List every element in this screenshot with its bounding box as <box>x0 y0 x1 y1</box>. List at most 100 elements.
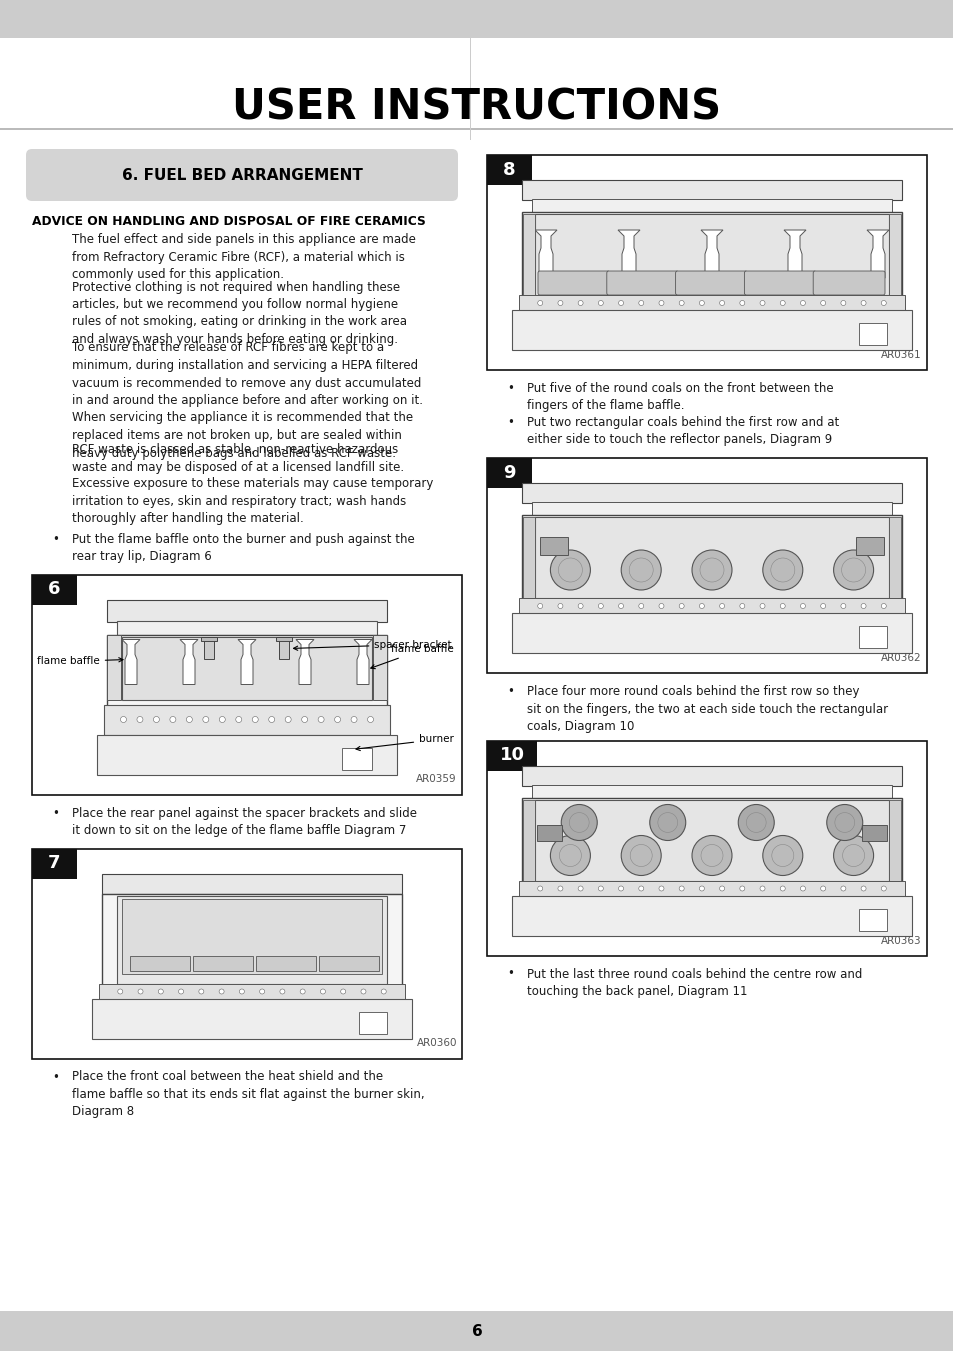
Circle shape <box>279 989 285 994</box>
Text: •: • <box>52 807 59 820</box>
Bar <box>858 908 886 931</box>
Text: The fuel effect and side panels in this appliance are made
from Refractory Ceram: The fuel effect and side panels in this … <box>71 232 416 281</box>
Bar <box>518 881 904 896</box>
Circle shape <box>691 550 731 590</box>
Bar <box>512 613 911 653</box>
Bar <box>0 0 953 38</box>
Text: Protective clothing is not required when handling these
articles, but we recomme: Protective clothing is not required when… <box>71 281 407 346</box>
Circle shape <box>820 604 824 608</box>
Polygon shape <box>700 230 722 278</box>
Circle shape <box>235 716 241 723</box>
Bar <box>97 735 396 774</box>
Bar <box>130 955 190 970</box>
Bar <box>201 636 217 640</box>
Bar <box>888 213 900 295</box>
Circle shape <box>649 804 685 840</box>
Circle shape <box>699 604 703 608</box>
Text: ADVICE ON HANDLING AND DISPOSAL OF FIRE CERAMICS: ADVICE ON HANDLING AND DISPOSAL OF FIRE … <box>32 215 425 228</box>
Bar <box>32 848 77 878</box>
Bar <box>512 309 911 350</box>
Polygon shape <box>535 230 557 278</box>
Bar <box>512 896 911 935</box>
Circle shape <box>691 835 731 875</box>
Circle shape <box>618 604 623 608</box>
Circle shape <box>203 716 209 723</box>
Bar <box>532 199 891 212</box>
Circle shape <box>360 989 366 994</box>
Circle shape <box>335 716 340 723</box>
Circle shape <box>186 716 193 723</box>
Bar <box>521 212 901 309</box>
Bar <box>117 896 387 984</box>
Bar <box>122 636 372 700</box>
Bar <box>107 635 121 700</box>
Circle shape <box>239 989 244 994</box>
Circle shape <box>269 716 274 723</box>
Circle shape <box>679 604 683 608</box>
Circle shape <box>738 804 774 840</box>
Bar <box>532 785 891 797</box>
Circle shape <box>550 550 590 590</box>
Bar <box>279 636 289 658</box>
Bar <box>486 740 537 770</box>
Text: spacer bracket: spacer bracket <box>294 639 452 650</box>
Circle shape <box>881 604 885 608</box>
Circle shape <box>699 886 703 892</box>
Text: Put two rectangular coals behind the first row and at
either side to touch the r: Put two rectangular coals behind the fir… <box>526 416 839 446</box>
Circle shape <box>259 989 264 994</box>
Bar <box>32 574 461 794</box>
Circle shape <box>800 886 804 892</box>
Polygon shape <box>783 230 805 278</box>
Circle shape <box>598 886 602 892</box>
Text: 8: 8 <box>502 161 515 178</box>
Circle shape <box>679 300 683 305</box>
Circle shape <box>699 300 703 305</box>
Bar <box>858 626 886 648</box>
Bar <box>535 213 888 295</box>
Bar <box>518 598 904 613</box>
Text: Place four more round coals behind the first row so they
sit on the fingers, the: Place four more round coals behind the f… <box>526 685 887 734</box>
Bar <box>535 517 888 598</box>
Circle shape <box>780 300 784 305</box>
Circle shape <box>219 989 224 994</box>
Bar <box>104 704 390 735</box>
Text: •: • <box>52 532 59 546</box>
Bar <box>486 740 926 955</box>
Circle shape <box>618 300 623 305</box>
Bar <box>107 600 387 621</box>
Bar <box>521 515 901 613</box>
Circle shape <box>719 886 724 892</box>
Circle shape <box>659 886 663 892</box>
Bar <box>486 458 926 673</box>
Circle shape <box>639 604 643 608</box>
Circle shape <box>800 604 804 608</box>
Circle shape <box>659 300 663 305</box>
Bar <box>193 955 253 970</box>
Circle shape <box>560 804 597 840</box>
FancyBboxPatch shape <box>537 272 609 295</box>
Text: AR0360: AR0360 <box>416 1039 456 1048</box>
Bar <box>539 536 567 555</box>
FancyBboxPatch shape <box>675 272 746 295</box>
Bar <box>518 295 904 309</box>
Bar <box>122 898 381 974</box>
Circle shape <box>739 886 744 892</box>
Bar <box>102 893 401 998</box>
Bar <box>117 620 376 635</box>
Circle shape <box>833 835 873 875</box>
Text: •: • <box>506 416 514 430</box>
Circle shape <box>219 716 225 723</box>
Circle shape <box>252 716 258 723</box>
Circle shape <box>659 604 663 608</box>
Circle shape <box>117 989 123 994</box>
Circle shape <box>317 716 324 723</box>
Text: 6: 6 <box>48 581 60 598</box>
Circle shape <box>840 300 845 305</box>
Circle shape <box>153 716 159 723</box>
Text: AR0362: AR0362 <box>881 653 921 663</box>
Circle shape <box>820 886 824 892</box>
Circle shape <box>620 835 660 875</box>
Text: Put the flame baffle onto the burner and push against the
rear tray lip, Diagram: Put the flame baffle onto the burner and… <box>71 532 415 563</box>
Text: Place the front coal between the heat shield and the
flame baffle so that its en: Place the front coal between the heat sh… <box>71 1070 424 1119</box>
Circle shape <box>881 886 885 892</box>
